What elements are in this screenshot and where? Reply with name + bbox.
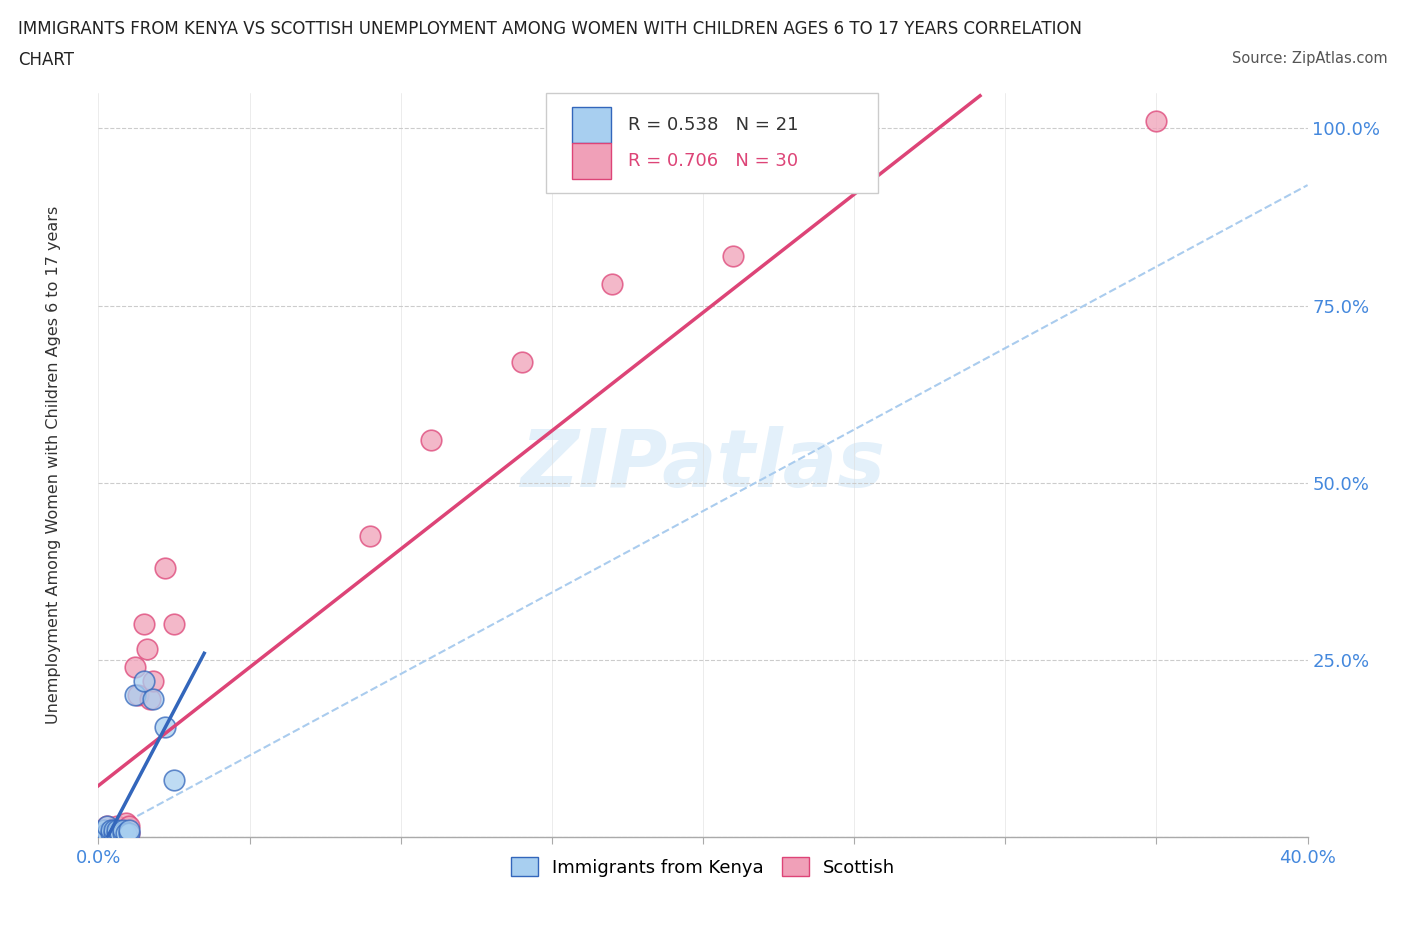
Point xyxy=(111,822,134,837)
Point xyxy=(90,826,112,841)
Point xyxy=(111,822,134,837)
Point xyxy=(118,819,141,834)
Point xyxy=(103,822,125,837)
Point xyxy=(103,826,125,841)
Point xyxy=(93,822,115,837)
Point xyxy=(100,826,122,841)
Text: Unemployment Among Women with Children Ages 6 to 17 years: Unemployment Among Women with Children A… xyxy=(46,206,60,724)
Point xyxy=(105,819,128,834)
Text: IMMIGRANTS FROM KENYA VS SCOTTISH UNEMPLOYMENT AMONG WOMEN WITH CHILDREN AGES 6 : IMMIGRANTS FROM KENYA VS SCOTTISH UNEMPL… xyxy=(18,20,1083,38)
Point xyxy=(108,826,131,841)
Point xyxy=(153,720,176,735)
Text: Source: ZipAtlas.com: Source: ZipAtlas.com xyxy=(1232,51,1388,66)
Text: CHART: CHART xyxy=(18,51,75,69)
Point xyxy=(153,560,176,575)
Point xyxy=(108,826,131,841)
Point xyxy=(132,617,155,631)
Point xyxy=(163,773,186,788)
Point xyxy=(100,826,122,841)
Point xyxy=(96,819,118,834)
Point xyxy=(103,822,125,837)
Point xyxy=(135,642,157,657)
Point xyxy=(124,659,146,674)
Point xyxy=(100,822,122,837)
Point xyxy=(124,688,146,703)
Point xyxy=(105,822,128,837)
Point xyxy=(111,826,134,841)
Point xyxy=(118,826,141,841)
Point xyxy=(118,826,141,841)
Point xyxy=(93,822,115,837)
Point xyxy=(114,826,136,841)
Text: ZIPatlas: ZIPatlas xyxy=(520,426,886,504)
Point xyxy=(118,822,141,837)
Point xyxy=(103,826,125,841)
Point xyxy=(132,673,155,688)
Point xyxy=(420,432,443,447)
Bar xyxy=(572,107,612,143)
Text: R = 0.706   N = 30: R = 0.706 N = 30 xyxy=(628,152,799,169)
Point xyxy=(1144,113,1167,128)
Point xyxy=(602,277,624,292)
Legend: Immigrants from Kenya, Scottish: Immigrants from Kenya, Scottish xyxy=(503,850,903,883)
Point xyxy=(127,688,149,703)
Point xyxy=(360,528,382,543)
Point xyxy=(111,826,134,841)
Point xyxy=(105,826,128,841)
Point xyxy=(96,826,118,841)
Bar xyxy=(572,143,612,179)
Text: R = 0.538   N = 21: R = 0.538 N = 21 xyxy=(628,116,799,134)
Point xyxy=(96,819,118,834)
Point xyxy=(142,691,165,706)
Point xyxy=(142,673,165,688)
Point xyxy=(139,691,162,706)
Point xyxy=(96,826,118,841)
Point xyxy=(90,826,112,841)
Point xyxy=(105,826,128,841)
Point xyxy=(114,816,136,830)
Point xyxy=(723,248,745,263)
Point xyxy=(510,355,533,370)
FancyBboxPatch shape xyxy=(546,93,879,193)
Point xyxy=(100,822,122,837)
Point xyxy=(163,617,186,631)
